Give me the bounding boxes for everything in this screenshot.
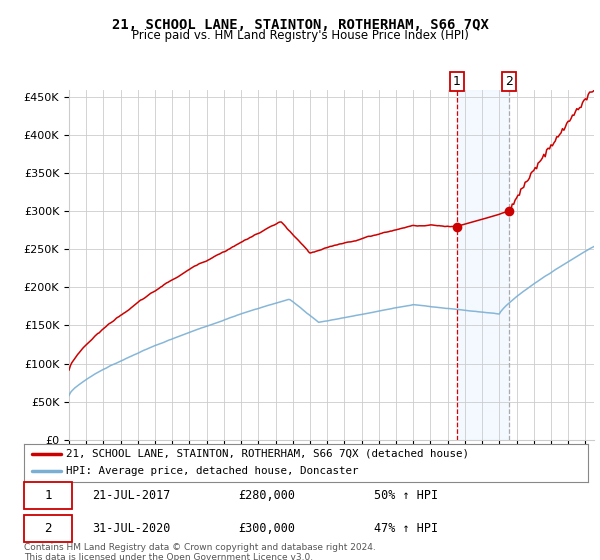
Text: 2: 2 xyxy=(505,75,513,88)
Text: 1: 1 xyxy=(453,75,461,88)
Text: HPI: Average price, detached house, Doncaster: HPI: Average price, detached house, Donc… xyxy=(66,466,359,477)
Text: 21, SCHOOL LANE, STAINTON, ROTHERHAM, S66 7QX: 21, SCHOOL LANE, STAINTON, ROTHERHAM, S6… xyxy=(112,18,488,32)
Text: Contains HM Land Registry data © Crown copyright and database right 2024.
This d: Contains HM Land Registry data © Crown c… xyxy=(24,543,376,560)
Text: 47% ↑ HPI: 47% ↑ HPI xyxy=(374,522,438,535)
Text: 1: 1 xyxy=(44,489,52,502)
Text: 21-JUL-2017: 21-JUL-2017 xyxy=(92,489,170,502)
Bar xyxy=(457,90,509,440)
Text: 2: 2 xyxy=(44,522,52,535)
FancyBboxPatch shape xyxy=(24,515,72,542)
Text: 50% ↑ HPI: 50% ↑ HPI xyxy=(374,489,438,502)
Text: £300,000: £300,000 xyxy=(238,522,295,535)
FancyBboxPatch shape xyxy=(24,482,72,509)
Text: 31-JUL-2020: 31-JUL-2020 xyxy=(92,522,170,535)
Text: 21, SCHOOL LANE, STAINTON, ROTHERHAM, S66 7QX (detached house): 21, SCHOOL LANE, STAINTON, ROTHERHAM, S6… xyxy=(66,449,469,459)
Text: Price paid vs. HM Land Registry's House Price Index (HPI): Price paid vs. HM Land Registry's House … xyxy=(131,29,469,42)
Text: £280,000: £280,000 xyxy=(238,489,295,502)
